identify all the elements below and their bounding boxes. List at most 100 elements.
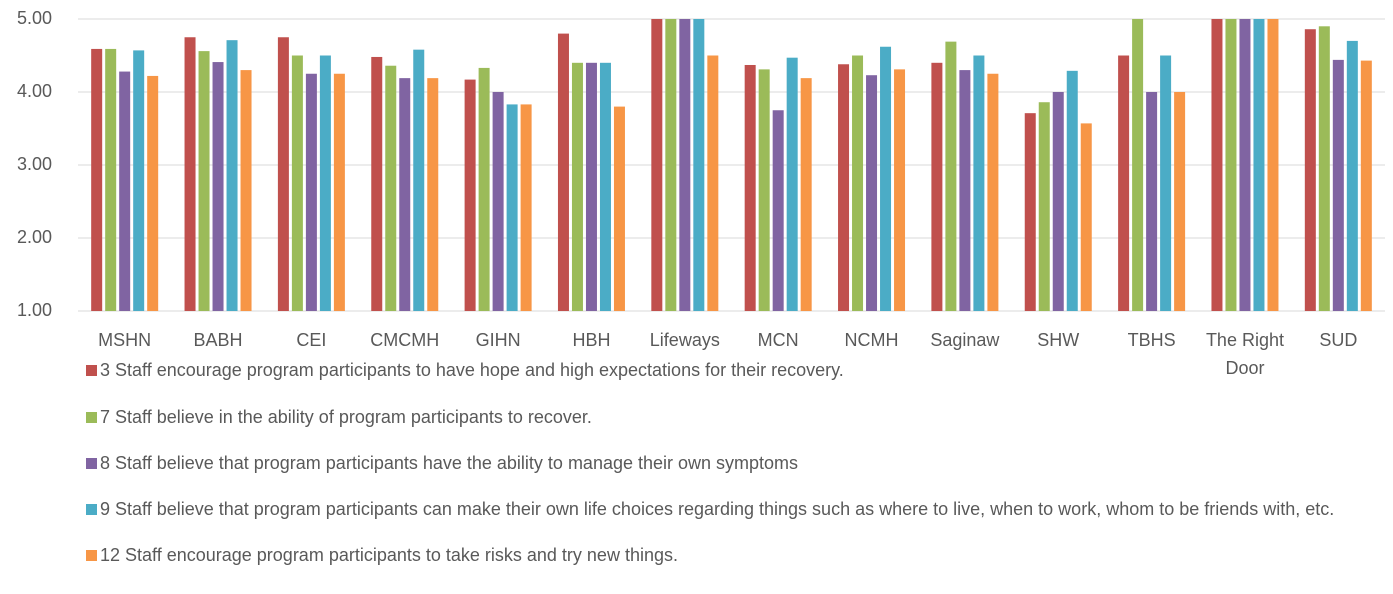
bar — [707, 55, 719, 311]
bar — [693, 19, 705, 311]
y-tick-label: 2.00 — [17, 227, 52, 247]
x-tick-label: Saginaw — [930, 330, 1000, 350]
bar — [1066, 70, 1078, 311]
bar — [1239, 19, 1251, 311]
x-tick-label: MCN — [758, 330, 799, 350]
bar — [1038, 102, 1050, 311]
bar — [744, 64, 756, 312]
x-tick-label: CMCMH — [370, 330, 439, 350]
bar — [305, 73, 317, 311]
bar — [319, 55, 331, 311]
bar — [571, 62, 583, 311]
x-tick-label: HBH — [572, 330, 610, 350]
bar — [333, 73, 345, 311]
bar — [1346, 40, 1358, 312]
bar — [478, 67, 490, 311]
bar — [894, 69, 906, 312]
bar — [198, 51, 210, 312]
bar — [1304, 29, 1316, 311]
x-tick-label: TBHS — [1128, 330, 1176, 350]
bar — [226, 40, 238, 312]
bar — [1332, 59, 1344, 311]
x-tick-label: SUD — [1319, 330, 1357, 350]
bar — [959, 70, 971, 311]
bar — [371, 56, 383, 312]
bar — [1052, 92, 1064, 311]
bar — [212, 62, 224, 311]
bar — [1211, 19, 1223, 311]
bar — [184, 37, 196, 311]
bar — [1174, 92, 1186, 311]
legend-item: 12 Staff encourage program participants … — [86, 542, 1366, 569]
bar — [866, 75, 878, 312]
bar — [147, 75, 159, 311]
bar — [838, 64, 850, 311]
x-tick-label: MSHN — [98, 330, 151, 350]
x-tick-label: SHW — [1037, 330, 1079, 350]
bar — [1160, 55, 1172, 311]
legend-label: 9 Staff believe that program participant… — [100, 499, 1335, 519]
bar — [520, 104, 532, 311]
legend-swatch — [86, 458, 97, 469]
bar — [119, 71, 131, 311]
bar — [852, 55, 864, 311]
bar — [1024, 113, 1036, 311]
bar — [1132, 19, 1144, 311]
legend-label: 3 Staff encourage program participants t… — [100, 360, 844, 380]
bar — [585, 62, 597, 311]
x-tick-label: NCMH — [845, 330, 899, 350]
y-tick-label: 4.00 — [17, 81, 52, 101]
bar — [133, 50, 145, 311]
bar — [105, 48, 117, 312]
x-tick-label: GIHN — [476, 330, 521, 350]
bar — [772, 110, 784, 311]
bar — [758, 69, 770, 312]
legend-swatch — [86, 365, 97, 376]
bar — [291, 55, 303, 311]
legend-swatch — [86, 550, 97, 561]
x-tick-label: The Right Door — [1206, 330, 1284, 378]
bar — [613, 106, 625, 311]
legend-label: 8 Staff believe that program participant… — [100, 453, 799, 473]
y-tick-label: 1.00 — [17, 300, 52, 320]
x-tick-label: CEI — [296, 330, 326, 350]
bar — [91, 48, 103, 312]
bar — [492, 92, 504, 311]
bar — [665, 19, 677, 311]
bar — [1146, 92, 1158, 311]
bar — [786, 57, 798, 311]
bar — [557, 33, 569, 311]
x-tick-label: Lifeways — [650, 330, 720, 350]
bar — [399, 78, 411, 311]
bar — [1360, 60, 1372, 311]
y-tick-label: 5.00 — [17, 8, 52, 28]
legend-item: 8 Staff believe that program participant… — [86, 450, 1366, 477]
x-tick-label: BABH — [194, 330, 243, 350]
bar — [427, 78, 439, 311]
bar — [679, 19, 691, 311]
bar — [931, 62, 943, 311]
bar — [1318, 26, 1330, 312]
bar — [1253, 19, 1265, 311]
bar — [506, 104, 518, 311]
bar — [240, 70, 252, 311]
legend-label: 12 Staff encourage program participants … — [100, 545, 678, 565]
bar — [599, 62, 611, 311]
bar — [413, 49, 425, 311]
bar — [800, 78, 812, 311]
bar — [385, 65, 397, 311]
bar — [277, 37, 289, 311]
bar — [1225, 19, 1237, 311]
bar — [1267, 19, 1279, 311]
y-tick-label: 3.00 — [17, 154, 52, 174]
legend-swatch — [86, 504, 97, 515]
bar — [464, 79, 476, 311]
bar — [945, 41, 957, 311]
bar — [1118, 55, 1130, 311]
legend-item: 7 Staff believe in the ability of progra… — [86, 404, 1366, 431]
legend-item: 9 Staff believe that program participant… — [86, 496, 1366, 523]
bar — [1080, 123, 1092, 311]
bar — [880, 46, 892, 312]
